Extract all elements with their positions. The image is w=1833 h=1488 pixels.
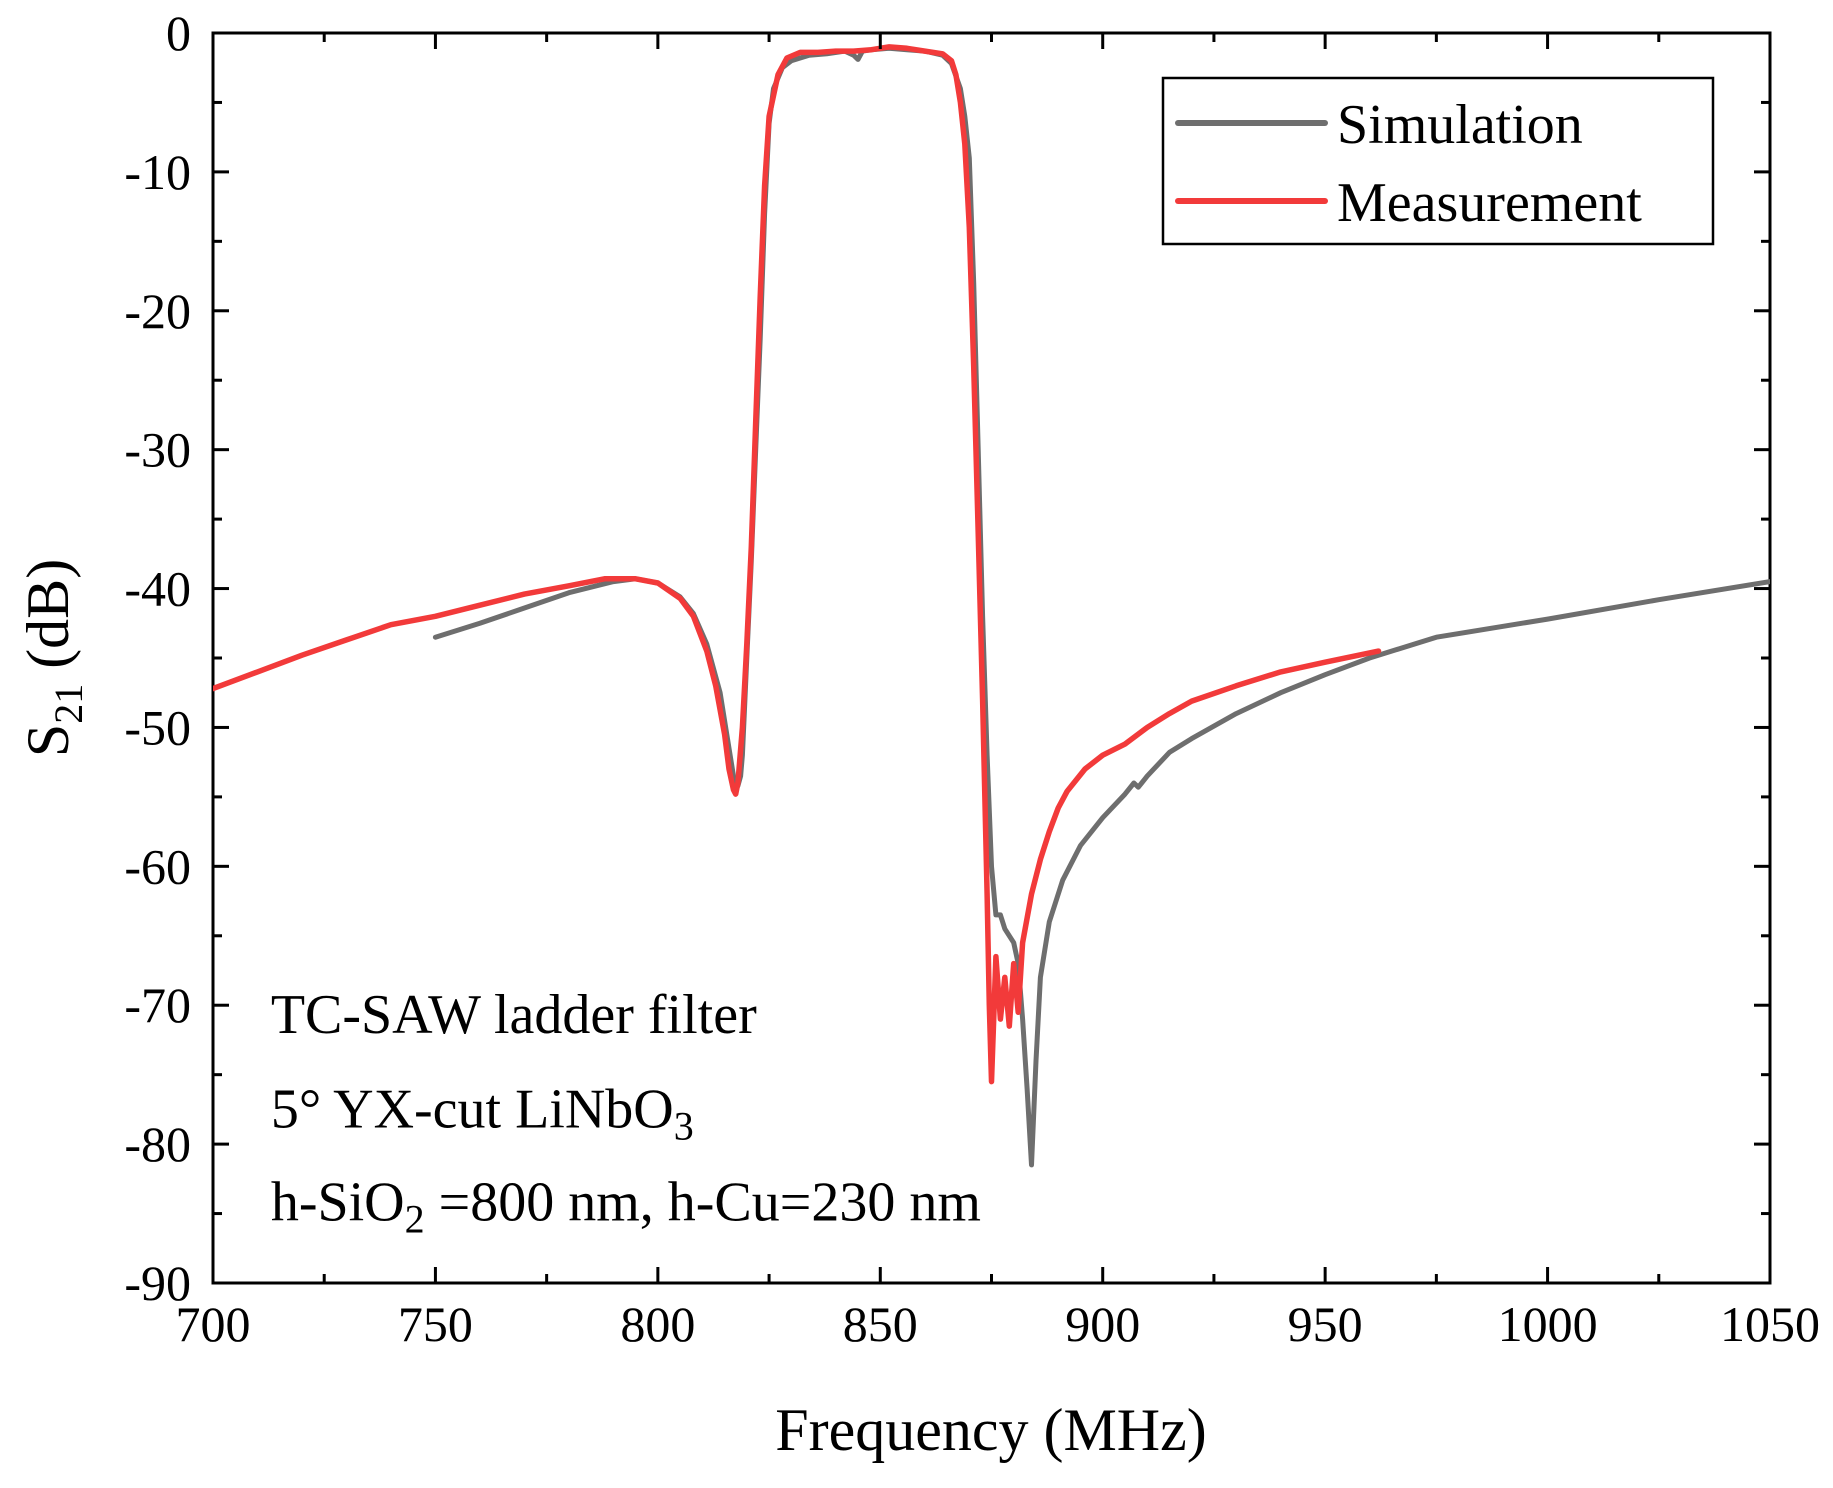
y-axis-title: S21 (dB) xyxy=(15,559,91,757)
x-tick-label: 700 xyxy=(176,1296,251,1352)
annotation-thickness-rest: =800 nm, h-Cu=230 nm xyxy=(425,1172,981,1234)
annotation-thickness-subscript: 2 xyxy=(405,1197,425,1242)
y-tick-label: -30 xyxy=(124,422,191,478)
y-tick-label: -70 xyxy=(124,977,191,1033)
x-tick-label: 900 xyxy=(1065,1296,1140,1352)
y-tick-label: 0 xyxy=(166,5,191,61)
y-tick-label: -10 xyxy=(124,144,191,200)
y-tick-label: -90 xyxy=(124,1255,191,1311)
annotation-substrate-subscript: 3 xyxy=(674,1103,694,1148)
annotation-thickness: h-SiO2 =800 nm, h-Cu=230 nm xyxy=(271,1172,981,1242)
x-tick-label: 850 xyxy=(843,1296,918,1352)
x-tick-label: 950 xyxy=(1288,1296,1363,1352)
legend: Simulation Measurement xyxy=(1161,76,1715,246)
x-tick-label: 750 xyxy=(398,1296,473,1352)
legend-box xyxy=(1161,76,1715,246)
annotation-filter-type: TC-SAW ladder filter xyxy=(271,984,757,1046)
annotation-substrate-text: 5° YX-cut LiNbO xyxy=(271,1078,674,1140)
y-tick-label: -60 xyxy=(124,838,191,894)
y-axis-title-unit: (dB) xyxy=(15,559,81,684)
x-tick-label: 800 xyxy=(620,1296,695,1352)
annotation-block: TC-SAW ladder filter 5° YX-cut LiNbO3 h-… xyxy=(271,984,981,1242)
ticks-layer: 700 750 800 850 900 950 1000 1050 0 -10 -20 -30 -40 -… xyxy=(124,5,1820,1352)
y-tick-label: -40 xyxy=(124,561,191,617)
y-tick-label: -80 xyxy=(124,1116,191,1172)
legend-label-simulation: Simulation xyxy=(1337,94,1583,156)
x-axis-title: Frequency (MHz) xyxy=(775,1397,1207,1463)
annotation-substrate: 5° YX-cut LiNbO3 xyxy=(271,1078,694,1148)
y-axis-title-subscript: 21 xyxy=(46,684,91,724)
y-tick-label: -20 xyxy=(124,283,191,339)
series-line-measurement xyxy=(213,44,1382,1085)
series-layer xyxy=(213,44,1770,1168)
x-tick-label: 1050 xyxy=(1720,1296,1820,1352)
y-tick-label: -50 xyxy=(124,699,191,755)
y-axis-title-main: S xyxy=(15,724,81,757)
annotation-thickness-text: h-SiO xyxy=(271,1172,405,1234)
legend-label-measurement: Measurement xyxy=(1337,172,1642,234)
x-tick-label: 1000 xyxy=(1498,1296,1598,1352)
